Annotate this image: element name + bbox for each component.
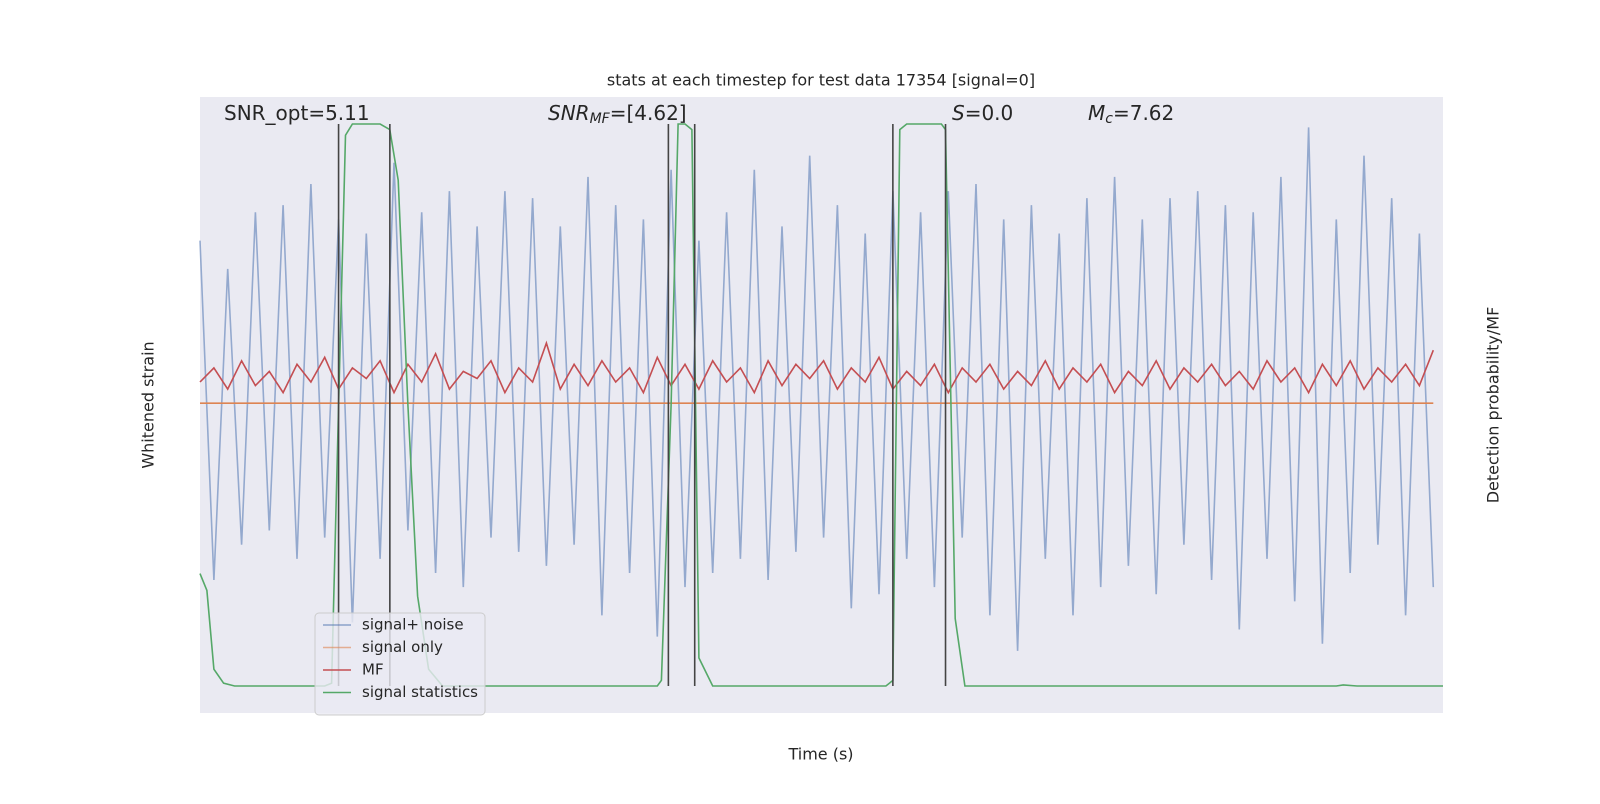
legend-label: signal statistics bbox=[362, 683, 478, 701]
series-line bbox=[199, 127, 1435, 651]
annotation: SNRMF=[4.62] bbox=[548, 101, 687, 128]
annotation-base: M bbox=[1088, 101, 1105, 125]
legend-box bbox=[314, 612, 486, 716]
annotation-rest: =[4.62] bbox=[610, 101, 687, 125]
annotation-base: S bbox=[952, 101, 965, 125]
annotation-sub: MF bbox=[590, 111, 611, 127]
y2-axis-label: Detection probability/MF bbox=[1484, 307, 1503, 504]
annotation-rest: =7.62 bbox=[1113, 101, 1174, 125]
annotation-base: SNR bbox=[548, 101, 590, 125]
annotation: S=0.0 bbox=[952, 101, 1013, 125]
legend-label: signal+ noise bbox=[362, 616, 464, 634]
chart-title: stats at each timestep for test data 173… bbox=[607, 71, 1035, 90]
annotation: SNR_opt=5.11 bbox=[224, 101, 370, 125]
annotation-sub: c bbox=[1105, 111, 1113, 127]
y-axis-label: Whitened strain bbox=[139, 341, 158, 468]
x-axis-label: Time (s) bbox=[787, 745, 853, 764]
annotation-base: SNR_opt=5.11 bbox=[224, 101, 370, 125]
legend-label: signal only bbox=[362, 638, 443, 656]
annotation-rest: =0.0 bbox=[965, 101, 1014, 125]
annotation: Mc=7.62 bbox=[1088, 101, 1174, 128]
legend-label: MF bbox=[362, 661, 384, 679]
